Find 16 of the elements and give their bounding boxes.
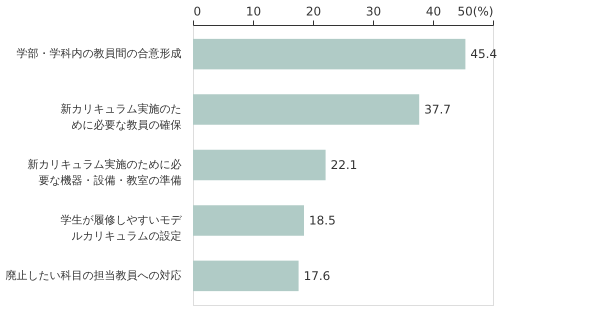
- x-tick-label: 50(%): [457, 4, 494, 18]
- x-tick-label: 30: [366, 4, 382, 18]
- y-tick-label: 新カリキュラム実施のために必要な機器・設備・教室の準備: [28, 158, 182, 187]
- y-tick-label: 学部・学科内の教員間の合意形成: [16, 47, 182, 60]
- y-tick-label: 新カリキュラム実施のために必要な教員の確保: [60, 102, 182, 132]
- data-label: 22.1: [330, 158, 358, 172]
- data-label: 37.7: [424, 102, 451, 117]
- data-label: 18.5: [309, 213, 336, 228]
- x-tick-label: 40: [426, 4, 442, 18]
- y-tick-label: 学生が履修しやすいモデルカリキュラムの設定: [60, 213, 182, 242]
- y-tick-label: 廃止したい科目の担当教員への対応: [6, 268, 182, 282]
- x-tick-label: 10: [246, 4, 262, 18]
- data-label: 17.6: [304, 268, 330, 283]
- x-tick-label: 0: [194, 4, 202, 18]
- x-tick-label: 20: [306, 4, 322, 18]
- data-label: 45.4: [470, 47, 498, 62]
